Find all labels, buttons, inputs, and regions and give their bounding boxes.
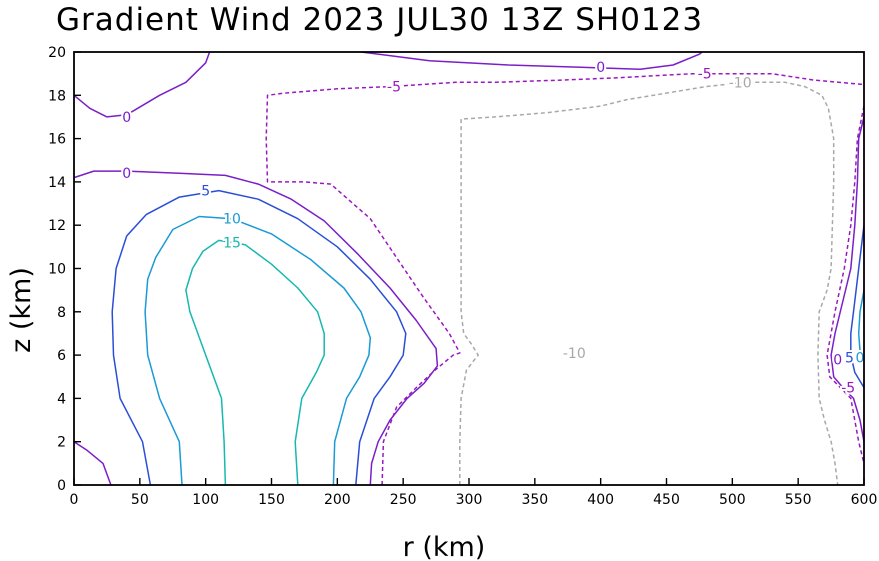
contour-line-neg5-11	[826, 105, 865, 464]
chart-title: Gradient Wind 2023 JUL30 13Z SH0123	[56, 2, 703, 38]
contour-line-0-6	[360, 51, 703, 71]
y-tick-label-14: 14	[48, 175, 66, 191]
contour-line-10-1	[144, 215, 372, 486]
y-tick-label-12: 12	[48, 218, 66, 234]
x-tick-label-400: 400	[587, 492, 614, 508]
contour-line-neg5-10	[265, 72, 865, 486]
y-tick-label-16: 16	[48, 132, 66, 148]
y-tick-label-2: 2	[57, 435, 66, 451]
contour-line-5-2	[111, 189, 407, 486]
x-tick-label-50: 50	[131, 492, 149, 508]
contour-label-10: 0	[833, 352, 842, 368]
x-tick-label-450: 450	[653, 492, 680, 508]
contour-line-15-0	[185, 239, 325, 486]
x-tick-label-0: 0	[70, 492, 79, 508]
y-tick-label-4: 4	[57, 391, 66, 407]
contour-label-6: -5	[387, 80, 401, 96]
contour-line-neg10-12	[459, 81, 839, 486]
y-tick-label-10: 10	[48, 262, 66, 278]
contour-label-1: 0	[122, 166, 131, 182]
x-tick-label-100: 100	[192, 492, 219, 508]
x-tick-label-200: 200	[324, 492, 351, 508]
contour-line-5-8	[850, 225, 865, 388]
contour-label-3: 10	[223, 212, 241, 228]
contour-label-2: 5	[201, 184, 210, 200]
contour-label-0: 0	[122, 110, 131, 126]
contour-label-4: 15	[223, 236, 241, 252]
x-tick-label-500: 500	[719, 492, 746, 508]
contour-label-11: 5	[845, 350, 854, 366]
y-tick-label-18: 18	[48, 88, 66, 104]
y-tick-label-8: 8	[57, 305, 66, 321]
y-tick-label-6: 6	[57, 348, 66, 364]
contour-line-0-7	[830, 116, 865, 442]
x-tick-label-250: 250	[390, 492, 417, 508]
contour-line-0-5	[73, 51, 211, 118]
contour-label-8: -10	[729, 75, 752, 91]
x-tick-label-300: 300	[456, 492, 483, 508]
contour-label-7: -5	[698, 67, 712, 83]
contour-line-0-3	[73, 170, 439, 486]
x-tick-label-350: 350	[521, 492, 548, 508]
y-tick-label-20: 20	[48, 45, 66, 61]
x-axis-label: r (km)	[403, 532, 486, 561]
contour-label-13: -5	[841, 381, 855, 397]
contour-line-0-4	[73, 441, 112, 486]
contour-label-9: -10	[563, 346, 586, 362]
contour-lines	[73, 51, 865, 486]
y-axis: 0 2 4 6 8 10 12 14 16 18 20	[48, 45, 81, 494]
y-tick-label-0: 0	[57, 478, 66, 494]
x-tick-label-600: 600	[851, 492, 878, 508]
y-axis-label: z (km)	[6, 267, 37, 353]
x-tick-label-550: 550	[785, 492, 812, 508]
contour-label-5: 0	[596, 60, 605, 76]
x-tick-label-150: 150	[258, 492, 285, 508]
contour-line-10-9	[857, 289, 865, 360]
x-axis: 0 50 100 150 200 250 300 350 400 450 500 550 600	[70, 478, 878, 508]
